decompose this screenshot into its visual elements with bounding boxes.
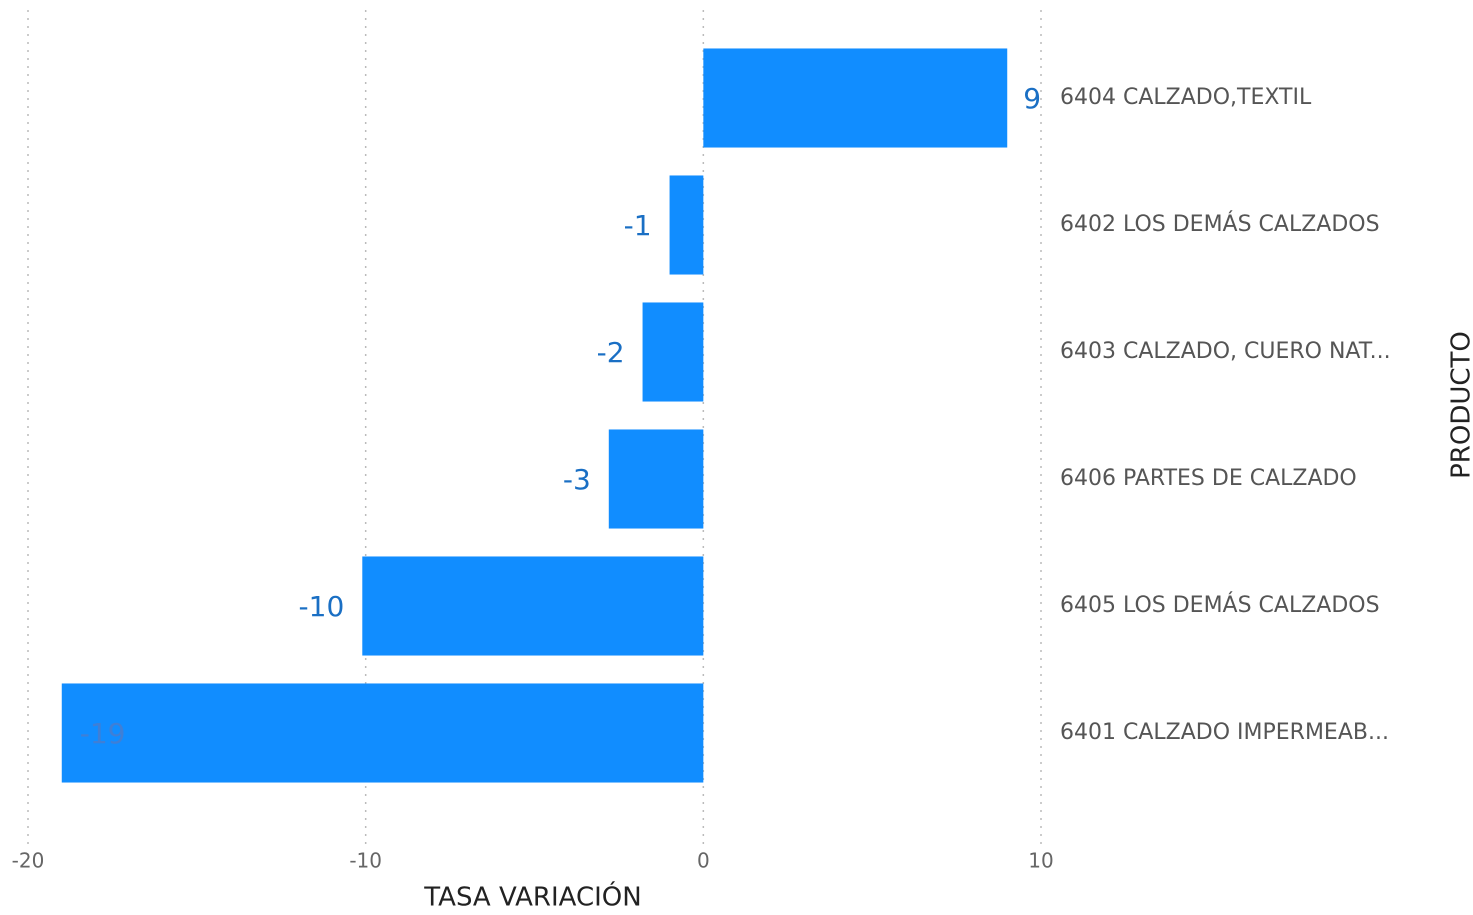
- bar: [362, 556, 704, 656]
- data-label: -19: [80, 717, 126, 750]
- x-tick-label: -10: [349, 849, 382, 873]
- category-label: 6406 PARTES DE CALZADO: [1060, 466, 1357, 491]
- x-tick-label: 0: [697, 849, 710, 873]
- category-label: 6403 CALZADO, CUERO NAT...: [1060, 339, 1391, 364]
- data-label: -1: [624, 209, 652, 242]
- x-axis-title: TASA VARIACIÓN: [423, 881, 641, 913]
- bar: [669, 175, 704, 275]
- bar: [703, 48, 1008, 148]
- category-label: 6402 LOS DEMÁS CALZADOS: [1060, 211, 1380, 237]
- bar: [642, 302, 704, 402]
- x-tick-label: 10: [1028, 849, 1053, 873]
- bar: [608, 429, 704, 529]
- data-label: -10: [299, 590, 345, 623]
- category-label: 6401 CALZADO IMPERMEAB...: [1060, 720, 1389, 745]
- y-axis-title: PRODUCTO: [1447, 331, 1473, 479]
- data-label: 9: [1023, 82, 1041, 115]
- category-label: 6404 CALZADO,TEXTIL: [1060, 85, 1312, 110]
- data-label: -2: [597, 336, 625, 369]
- x-tick-label: -20: [12, 849, 45, 873]
- category-label: 6405 LOS DEMÁS CALZADOS: [1060, 592, 1380, 618]
- data-label: -3: [563, 463, 591, 496]
- bar: [61, 683, 704, 783]
